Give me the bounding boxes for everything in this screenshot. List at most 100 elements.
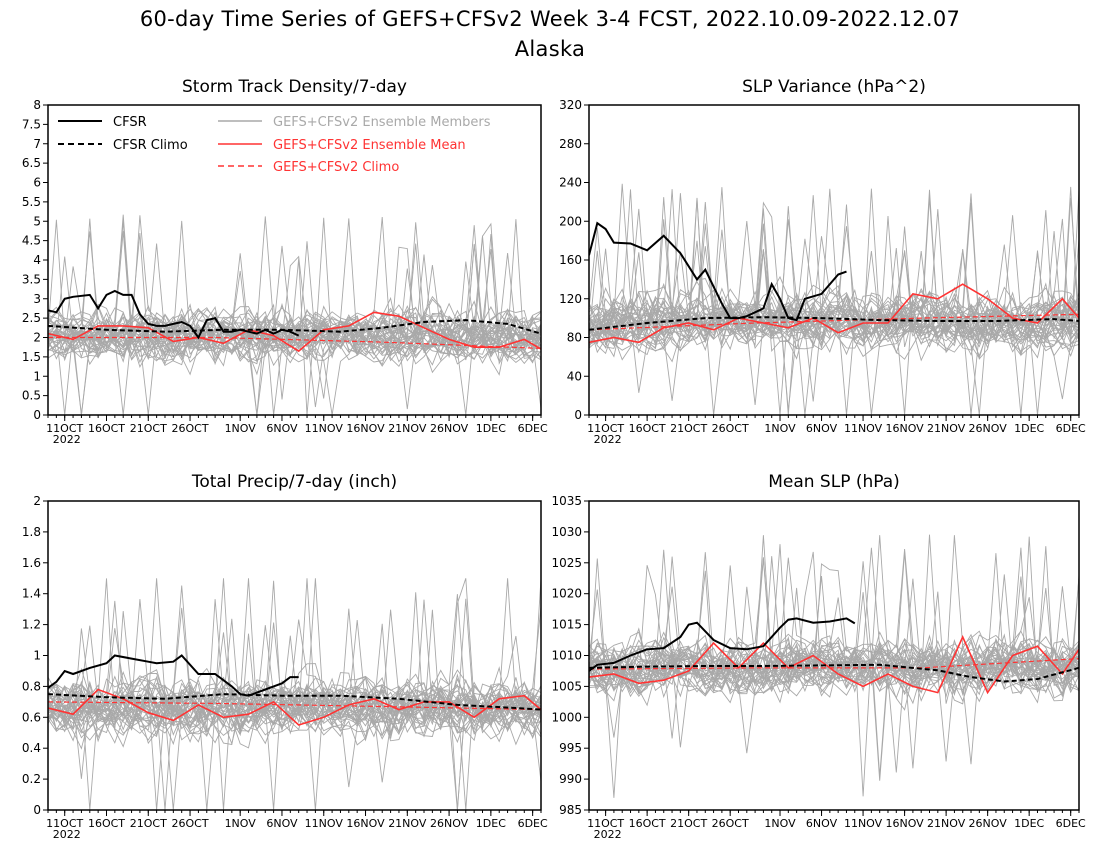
y-tick-label: 1005 — [551, 679, 582, 693]
legend-cfsr-label: CFSR — [113, 115, 147, 130]
x-tick-label: 11OCT — [587, 817, 624, 830]
x-tick-label: 26OCT — [712, 422, 749, 435]
x-tick-label: 6NOV — [806, 817, 838, 830]
y-tick-label: 2 — [33, 331, 41, 345]
x-tick-label: 11NOV — [305, 817, 344, 830]
x-tick-label: 6DEC — [1056, 422, 1086, 435]
ensemble-members — [589, 183, 1079, 415]
y-tick-label: 2.5 — [22, 311, 41, 325]
x-tick-label: 16NOV — [346, 422, 385, 435]
x-tick-label: 1NOV — [225, 422, 257, 435]
ensemble-member-line — [48, 311, 541, 364]
ensemble-member-line — [589, 298, 1079, 415]
y-tick-label: 1020 — [551, 587, 582, 601]
y-tick-label: 0 — [33, 803, 41, 817]
y-tick-label: 1.2 — [22, 618, 41, 632]
y-tick-label: 1010 — [551, 649, 582, 663]
x-tick-label: 1DEC — [476, 422, 506, 435]
x-tick-label: 6NOV — [266, 422, 298, 435]
y-tick-label: 1030 — [551, 525, 582, 539]
series-line-gefs-cfsv2-ensemble-mean — [48, 688, 541, 726]
y-tick-label: 1 — [33, 649, 41, 663]
x-year-label: 2022 — [53, 433, 81, 446]
series-line-cfsr-climo — [589, 663, 1079, 683]
ensemble-members — [48, 214, 541, 415]
x-tick-label: 16OCT — [88, 817, 125, 830]
ensemble-member-line — [48, 633, 541, 810]
y-tick-label: 160 — [559, 253, 582, 267]
ensemble-member-line — [589, 552, 1079, 738]
ensemble-member-line — [48, 243, 541, 354]
x-tick-label: 11OCT — [46, 817, 83, 830]
y-tick-label: 120 — [559, 292, 582, 306]
series-line-gefs-cfsv2-ensemble-mean — [48, 311, 541, 353]
x-tick-label: 21NOV — [388, 817, 427, 830]
x-year-label: 2022 — [53, 828, 81, 841]
x-tick-label: 16NOV — [885, 422, 924, 435]
x-tick-label: 21NOV — [927, 422, 966, 435]
x-tick-label: 6DEC — [1056, 817, 1086, 830]
y-tick-label: 995 — [559, 741, 582, 755]
y-tick-label: 4 — [33, 253, 41, 267]
x-tick-label: 11NOV — [844, 422, 883, 435]
y-tick-label: 1015 — [551, 618, 582, 632]
ensemble-member-line — [589, 549, 1079, 704]
panel-title: Storm Track Density/7-day — [182, 77, 407, 97]
x-year-label: 2022 — [594, 433, 622, 446]
plot-area — [589, 534, 1079, 798]
x-tick-label: 16NOV — [885, 817, 924, 830]
x-tick-label: 6DEC — [518, 817, 548, 830]
y-tick-label: 240 — [559, 176, 582, 190]
series-line-cfsr — [589, 617, 856, 672]
series-line-gefs-cfsv2-climo — [48, 336, 541, 349]
y-tick-label: 7.5 — [22, 117, 41, 131]
y-tick-label: 3.5 — [22, 272, 41, 286]
ensemble-member-line — [48, 608, 541, 733]
y-tick-label: 0.2 — [22, 772, 41, 786]
y-tick-label: 6 — [33, 176, 41, 190]
y-tick-label: 1035 — [551, 494, 582, 508]
ensemble-member-line — [48, 598, 541, 743]
series-line-gefs-cfsv2-ensemble-mean — [589, 283, 1079, 344]
legend-mean-label: GEFS+CFSv2 Ensemble Mean — [273, 138, 466, 153]
panel-4: Mean SLP (hPa) 985 990 995 1000 1005 1010 1015 1… — [551, 472, 1086, 841]
x-tick-label: 26OCT — [172, 422, 209, 435]
x-tick-label: 1DEC — [1014, 817, 1044, 830]
ensemble-member-line — [48, 308, 541, 367]
y-tick-label: 985 — [559, 803, 582, 817]
ensemble-member-line — [589, 197, 1079, 415]
ensemble-member-line — [589, 186, 1079, 356]
y-tick-label: 80 — [567, 331, 582, 345]
ensemble-member-line — [48, 218, 541, 362]
x-tick-label: 11NOV — [305, 422, 344, 435]
y-tick-label: 0.8 — [22, 679, 41, 693]
y-tick-label: 1025 — [551, 556, 582, 570]
y-tick-label: 1.5 — [22, 350, 41, 364]
x-tick-label: 6NOV — [266, 817, 298, 830]
ensemble-member-line — [589, 215, 1079, 344]
ensemble-member-line — [48, 304, 541, 366]
legend-cfsr-climo-label: CFSR Climo — [113, 138, 188, 153]
x-tick-label: 11OCT — [587, 422, 624, 435]
x-tick-label: 11NOV — [844, 817, 883, 830]
x-tick-label: 16OCT — [629, 817, 666, 830]
ensemble-member-line — [48, 585, 541, 810]
x-tick-label: 1DEC — [1014, 422, 1044, 435]
legend: CFSR CFSR Climo GEFS+CFSv2 Ensemble Member… — [58, 115, 491, 175]
panel-title: Mean SLP (hPa) — [768, 472, 900, 492]
y-tick-label: 1.4 — [22, 587, 41, 601]
y-tick-label: 1 — [33, 369, 41, 383]
series-line-cfsr — [589, 221, 847, 322]
x-tick-label: 26NOV — [430, 817, 469, 830]
figure-subtitle: Alaska — [515, 37, 585, 61]
y-tick-label: 8 — [33, 98, 41, 112]
legend-members-label: GEFS+CFSv2 Ensemble Members — [273, 115, 491, 130]
ensemble-member-line — [589, 201, 1079, 411]
x-year-label: 2022 — [594, 828, 622, 841]
x-tick-label: 26NOV — [969, 422, 1008, 435]
x-tick-label: 26NOV — [969, 817, 1008, 830]
y-tick-label: 2 — [33, 494, 41, 508]
ensemble-member-line — [48, 295, 541, 415]
y-tick-label: 0.4 — [22, 741, 41, 755]
panel-3: Total Precip/7-day (inch)00.20.40.60.811… — [22, 472, 548, 841]
